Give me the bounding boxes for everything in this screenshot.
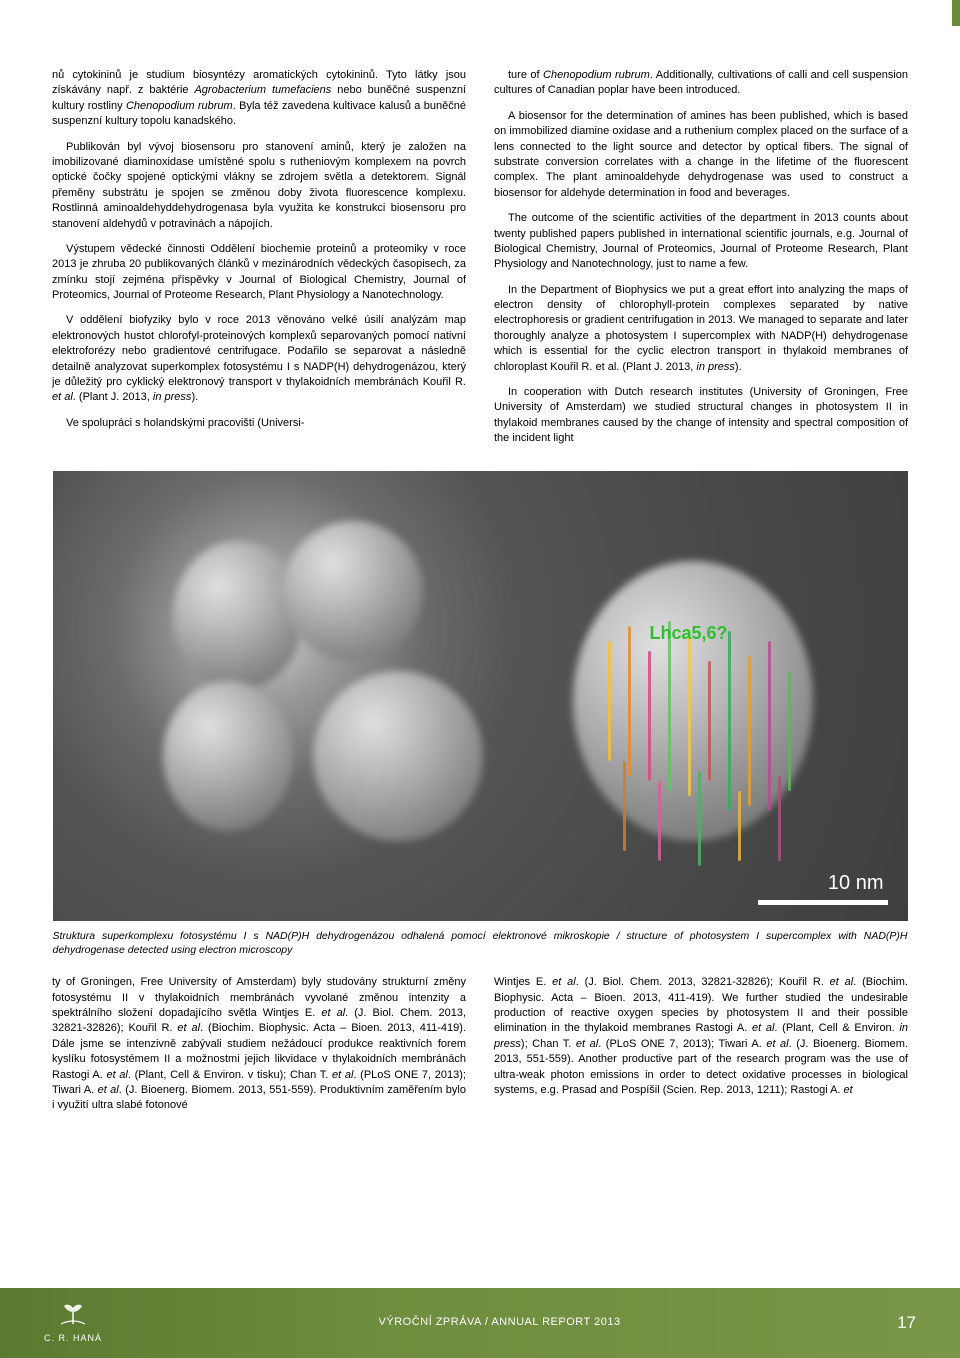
et-al: et al bbox=[332, 1069, 353, 1081]
ribbon bbox=[623, 761, 626, 851]
text: ). bbox=[191, 391, 198, 403]
paragraph: nů cytokininů je studium biosyntézy arom… bbox=[52, 68, 466, 130]
logo: C. R. HANÁ bbox=[44, 1302, 102, 1345]
scale-bar-label: 10 nm bbox=[828, 869, 884, 897]
et-al: et al bbox=[321, 1007, 345, 1019]
em-blob bbox=[163, 681, 293, 831]
ribbon bbox=[648, 651, 651, 781]
ribbon bbox=[778, 776, 781, 861]
figure: Lhca5,6? 10 nm Struktura superkomplexu f… bbox=[53, 471, 908, 957]
in-press: in press bbox=[696, 361, 735, 373]
et-al: et al bbox=[766, 1038, 788, 1050]
ribbon bbox=[768, 641, 771, 811]
et-al: et bbox=[844, 1084, 853, 1096]
et-al: et al bbox=[552, 976, 576, 988]
paragraph: In the Department of Biophysics we put a… bbox=[494, 283, 908, 375]
ribbon bbox=[688, 636, 691, 796]
ribbon bbox=[748, 656, 751, 806]
page-number: 17 bbox=[897, 1311, 916, 1335]
paragraph: The outcome of the scientific activities… bbox=[494, 211, 908, 273]
paragraph: Wintjes E. et al. (J. Biol. Chem. 2013, … bbox=[494, 975, 908, 1098]
et-al: et al bbox=[752, 1022, 774, 1034]
ribbon bbox=[658, 781, 661, 861]
logo-text: C. R. HANÁ bbox=[44, 1332, 102, 1345]
ribbon bbox=[708, 661, 711, 781]
scale-bar bbox=[758, 900, 888, 905]
figure-caption: Struktura superkomplexu fotosystému I s … bbox=[53, 929, 908, 957]
page-content: nů cytokininů je studium biosyntézy arom… bbox=[0, 26, 960, 1116]
text: ); Chan T. bbox=[521, 1038, 576, 1050]
et-al: et al bbox=[177, 1022, 200, 1034]
et-al: et al bbox=[52, 391, 73, 403]
upper-text-columns: nů cytokininů je studium biosyntézy arom… bbox=[52, 68, 908, 449]
text: ture of bbox=[508, 69, 543, 81]
species-name: Chenopodium rubrum bbox=[543, 69, 650, 81]
paragraph: A biosensor for the determination of ami… bbox=[494, 109, 908, 201]
lower-text-columns: ty of Groningen, Free University of Amst… bbox=[52, 975, 908, 1116]
footer-title: VÝROČNÍ ZPRÁVA / ANNUAL REPORT 2013 bbox=[379, 1315, 621, 1330]
em-blob bbox=[173, 541, 303, 691]
in-press: in press bbox=[153, 391, 192, 403]
top-accent-bar bbox=[0, 0, 960, 26]
electron-microscopy-image: Lhca5,6? 10 nm bbox=[53, 471, 908, 921]
ribbon bbox=[668, 621, 671, 791]
species-name: Agrobacterium tumefaciens bbox=[194, 84, 331, 96]
em-blob bbox=[313, 671, 483, 841]
text: V oddělení biofyziky bylo v roce 2013 vě… bbox=[52, 314, 466, 388]
paragraph: ture of Chenopodium rubrum. Additionally… bbox=[494, 68, 908, 99]
plant-icon bbox=[58, 1302, 88, 1330]
text: . (Plant J. 2013, bbox=[73, 391, 153, 403]
text: . (J. Biol. Chem. 2013, 32821-32826); Ko… bbox=[576, 976, 830, 988]
paragraph: In cooperation with Dutch research insti… bbox=[494, 385, 908, 447]
text: ). bbox=[735, 361, 742, 373]
text: . (Plant, Cell & Environ. bbox=[774, 1022, 899, 1034]
et-al: et al bbox=[106, 1069, 127, 1081]
paragraph: Publikován byl vývoj biosensoru pro stan… bbox=[52, 140, 466, 232]
em-blob bbox=[283, 521, 423, 661]
paragraph: Výstupem vědecké činnosti Oddělení bioch… bbox=[52, 242, 466, 304]
protein-ribbons-overlay bbox=[588, 611, 848, 871]
ribbon bbox=[698, 771, 701, 866]
paragraph: Ve spolupráci s holandskými pracovišti (… bbox=[52, 416, 466, 431]
text: Wintjes E. bbox=[494, 976, 552, 988]
paragraph: ty of Groningen, Free University of Amst… bbox=[52, 975, 466, 1114]
text: In the Department of Biophysics we put a… bbox=[494, 284, 908, 373]
page-footer: C. R. HANÁ VÝROČNÍ ZPRÁVA / ANNUAL REPOR… bbox=[0, 1288, 960, 1358]
ribbon bbox=[728, 631, 731, 811]
paragraph: V oddělení biofyziky bylo v roce 2013 vě… bbox=[52, 313, 466, 405]
et-al: et al bbox=[830, 976, 854, 988]
et-al: et al bbox=[98, 1084, 119, 1096]
species-name: Chenopodium rubrum bbox=[126, 100, 233, 112]
text: . (PLoS ONE 7, 2013); Tiwari A. bbox=[598, 1038, 766, 1050]
ribbon bbox=[628, 626, 631, 776]
et-al: et al bbox=[576, 1038, 598, 1050]
ribbon bbox=[738, 791, 741, 861]
text: . (Plant, Cell & Environ. v tisku); Chan… bbox=[128, 1069, 332, 1081]
ribbon bbox=[608, 641, 611, 761]
lhca-label: Lhca5,6? bbox=[649, 621, 727, 646]
ribbon bbox=[788, 671, 791, 791]
